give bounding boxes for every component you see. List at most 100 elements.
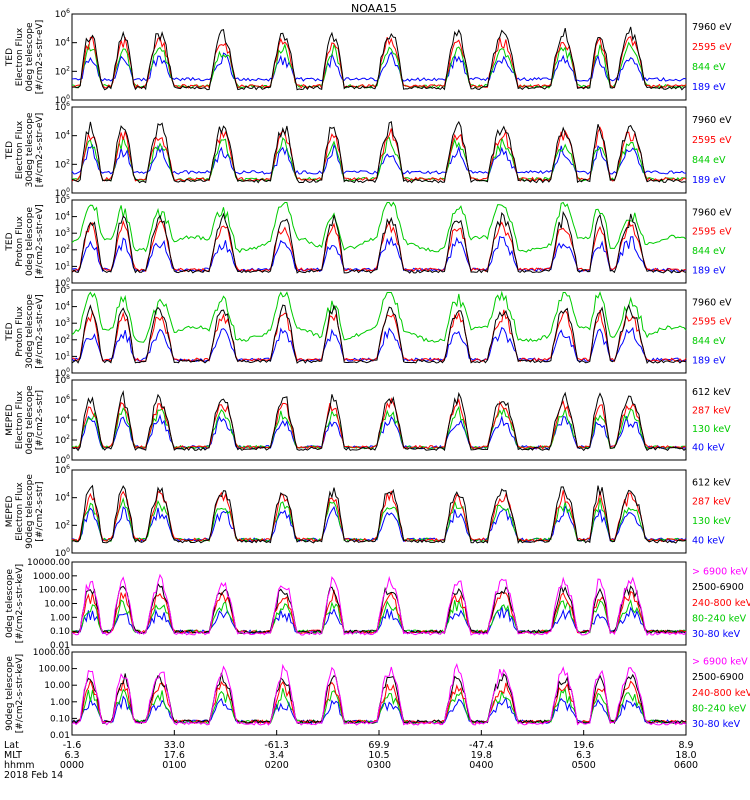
y-tick-label: 104	[55, 492, 70, 504]
series-line	[71, 303, 687, 364]
y-axis-label: 30deg telescope	[25, 112, 35, 187]
y-tick-label: 105	[55, 194, 70, 206]
series-line	[71, 663, 687, 726]
x-tick-label: 3.4	[269, 750, 284, 761]
y-tick-label: 104	[55, 301, 70, 313]
y-tick-label: 106	[55, 101, 70, 113]
x-tick-label: 0500	[572, 760, 596, 771]
y-tick-label: 101	[55, 350, 70, 362]
y-axis-label: Proton Flux	[15, 216, 25, 267]
x-tick-label: 0000	[60, 760, 84, 771]
y-tick-label: 0.01	[50, 731, 70, 741]
y-axis-label: 0deg telescope	[25, 385, 35, 455]
y-tick-label: 0.01	[50, 641, 70, 651]
legend-entry: 189 eV	[692, 175, 726, 186]
legend-entry: 2595 eV	[692, 227, 732, 238]
series-line	[72, 573, 687, 636]
x-tick-label: 8.9	[678, 740, 693, 751]
series-line	[71, 599, 687, 635]
y-axis-label: TED	[5, 48, 15, 67]
y-axis-label: [#/cm2-s-str-eV]	[35, 204, 45, 279]
legend-entry: > 6900 keV	[692, 657, 748, 668]
y-axis-label: Electron Flux	[15, 390, 25, 449]
y-axis-label: [#/cm2-s-str-eV]	[35, 20, 45, 95]
x-tick-label: 19.8	[471, 750, 492, 761]
panel-2: 100 102 104 106 TED Electron Flux 30deg telesc…	[5, 101, 732, 199]
y-tick-label: 103	[55, 227, 70, 239]
y-axis-label: Proton Flux	[15, 306, 25, 357]
y-tick-label: 104	[55, 211, 70, 223]
legend-entry: > 6900 keV	[692, 567, 748, 578]
y-tick-label: 100	[55, 277, 70, 289]
x-tick-label: 0100	[162, 760, 186, 771]
y-tick-label: 102	[55, 158, 70, 170]
legend-entry: 130 keV	[692, 516, 731, 527]
legend-entry: 2500-6900	[692, 672, 744, 683]
panel-8: 1000.00 100.00 10.00 1.00 0.10 0.01 90deg tele…	[5, 648, 750, 741]
series-line	[71, 405, 687, 450]
x-tick-label: 6.3	[576, 750, 591, 761]
y-tick-label: 0.10	[50, 627, 70, 637]
series-line	[72, 36, 687, 90]
y-axis-label: 0deg telescope	[25, 207, 35, 277]
y-axis-label: [#/cm2-s-str]	[35, 390, 45, 450]
x-tick-label: 17.6	[164, 750, 185, 761]
x-tick-label: 6.3	[64, 750, 79, 761]
series-line	[71, 290, 687, 343]
figure-title: NOAA15	[351, 2, 397, 15]
y-tick-label: 100	[55, 547, 70, 559]
y-tick-label: 1.00	[50, 698, 70, 708]
legend-entry: 844 eV	[692, 155, 726, 166]
panel-frame	[71, 106, 687, 194]
legend-entry: 80-240 keV	[692, 704, 747, 715]
y-axis-label: Electron Flux	[15, 27, 25, 86]
x-tick-label: 19.6	[573, 740, 594, 751]
series-line	[71, 41, 687, 89]
y-tick-label: 102	[55, 65, 70, 77]
panel-4: 100 101 102 103 104 105 TED Proton Flux 30deg te…	[5, 284, 732, 379]
y-axis-label: [#/cm2-s-str-keV]	[15, 654, 25, 733]
y-tick-label: 100.00	[39, 586, 71, 596]
legend-entry: 7960 eV	[692, 22, 732, 33]
series-line	[71, 143, 687, 175]
y-tick-label: 101	[55, 260, 70, 272]
y-tick-label: 100	[55, 187, 70, 199]
y-tick-label: 102	[55, 519, 70, 531]
y-axis-label: Electron Flux	[15, 482, 25, 541]
legend-entry: 130 keV	[692, 424, 731, 435]
y-tick-label: 10.00	[44, 681, 70, 691]
y-tick-label: 100	[55, 367, 70, 379]
panel-frame	[71, 13, 687, 101]
series-line	[71, 397, 687, 450]
series-line	[71, 497, 686, 543]
y-tick-label: 0.10	[50, 714, 70, 724]
y-tick-label: 104	[55, 130, 70, 142]
y-axis-label: 90deg telescope	[5, 656, 15, 731]
y-tick-label: 100.00	[39, 665, 71, 675]
x-tick-label: 69.9	[368, 740, 389, 751]
panel-1: 100 102 104 106 TED Electron Flux 0deg telesco…	[5, 8, 732, 106]
panel-frame	[71, 469, 687, 554]
y-tick-label: 10000.00	[27, 558, 70, 568]
y-axis-label: [#/cm2-s-str-eV]	[35, 294, 45, 369]
legend-entry: 7960 eV	[692, 297, 732, 308]
series-line	[71, 210, 687, 274]
y-axis-label: [#/cm2-s-str]	[35, 481, 45, 541]
legend-entry: 7960 eV	[692, 207, 732, 218]
x-tick-label: -47.4	[469, 740, 494, 751]
legend-entry: 80-240 keV	[692, 614, 747, 625]
y-tick-label: 104	[55, 414, 70, 426]
y-tick-label: 1000.00	[33, 572, 70, 582]
series-line	[72, 26, 687, 91]
y-axis-label: 0deg telescope	[25, 22, 35, 92]
y-tick-label: 106	[55, 394, 70, 406]
y-axis-label: TED	[5, 232, 15, 251]
y-tick-label: 102	[55, 334, 70, 346]
series-line	[71, 120, 687, 184]
legend-entry: 189 eV	[692, 82, 726, 93]
legend-entry: 2595 eV	[692, 42, 732, 53]
y-axis-label: 30deg telescope	[25, 294, 35, 369]
panel-frame	[71, 199, 687, 284]
y-tick-label: 100	[55, 454, 70, 466]
